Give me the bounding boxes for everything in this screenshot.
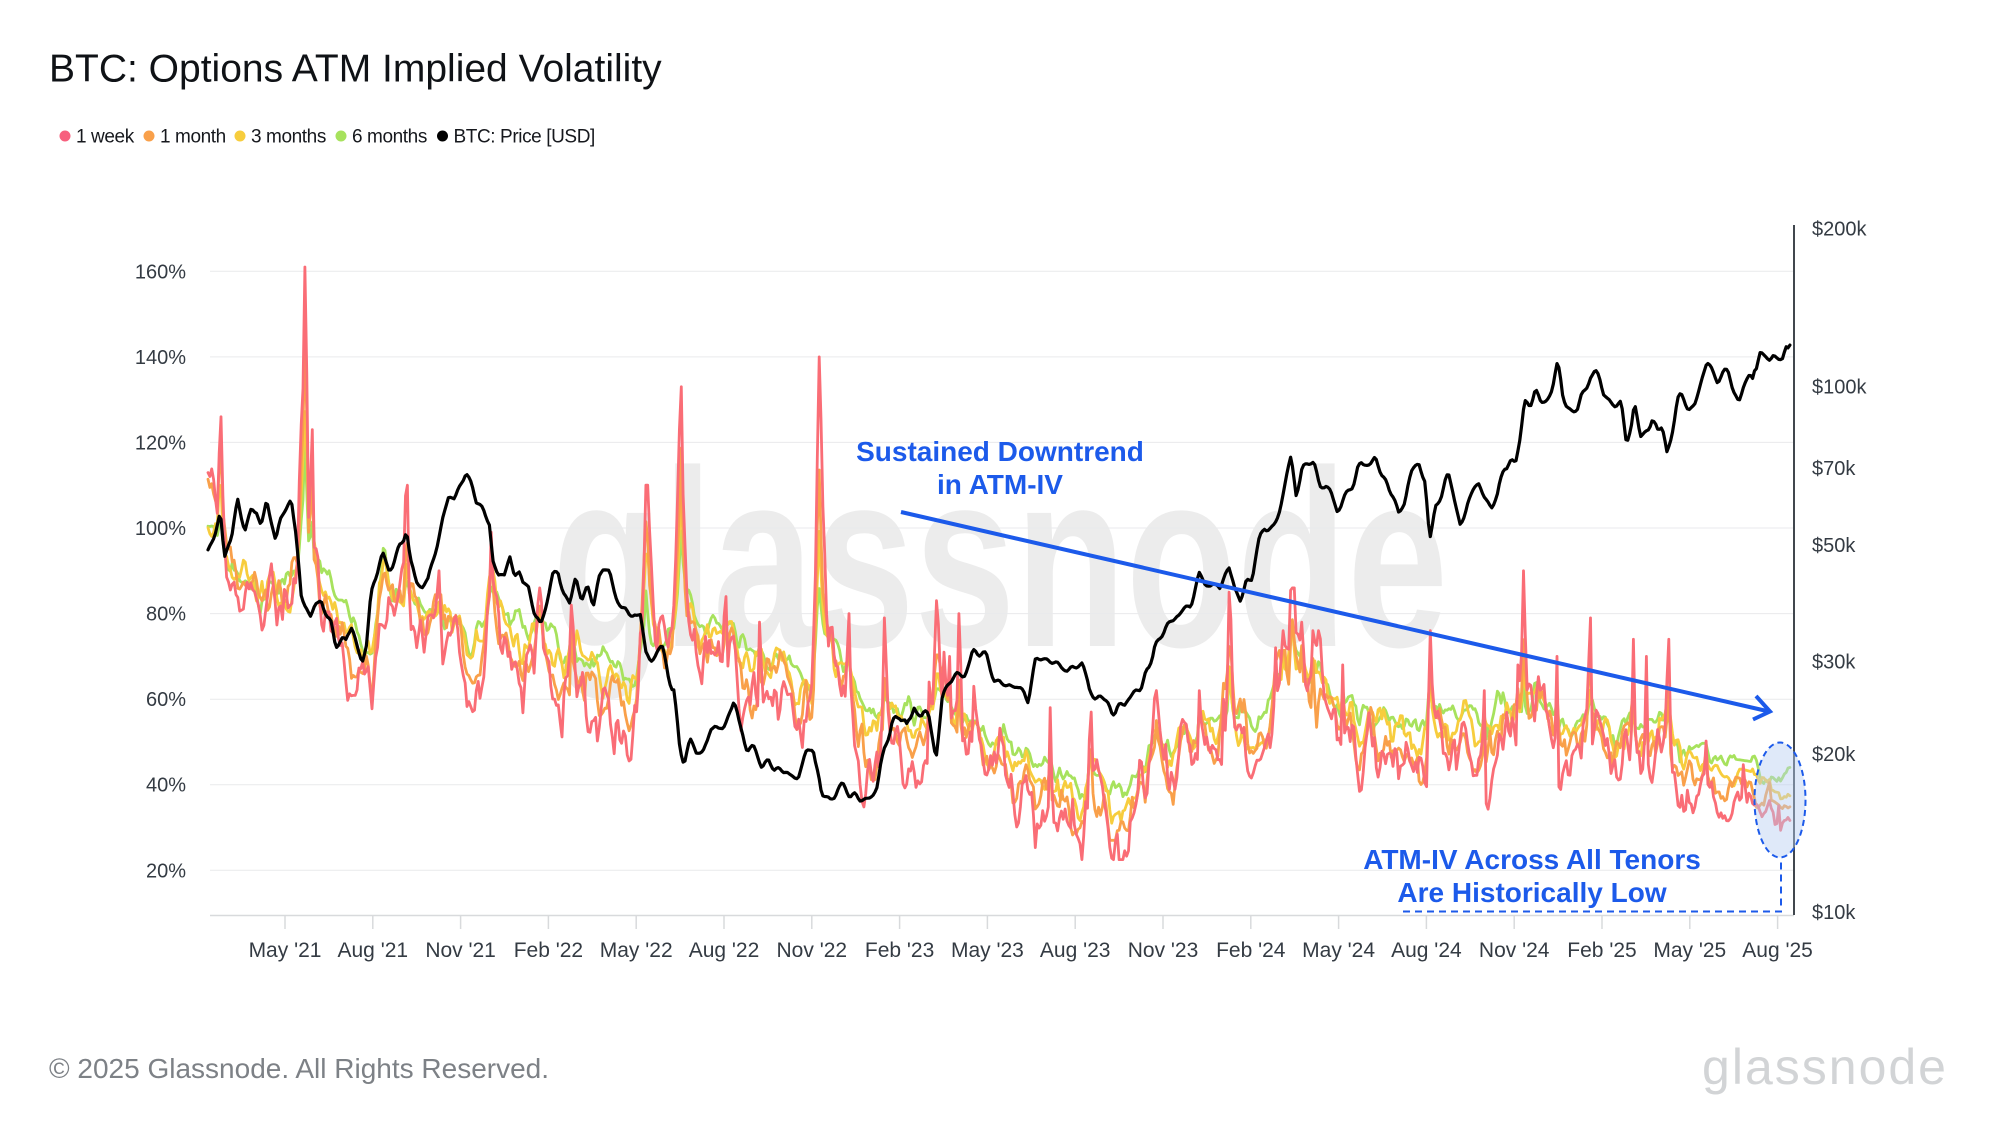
svg-text:1 week: 1 week <box>76 127 135 148</box>
svg-text:Nov '23: Nov '23 <box>1128 939 1199 962</box>
svg-text:May '23: May '23 <box>951 939 1024 962</box>
svg-text:$10k: $10k <box>1812 902 1856 924</box>
svg-text:120%: 120% <box>135 432 186 454</box>
svg-text:Aug '21: Aug '21 <box>338 939 409 962</box>
svg-text:Nov '22: Nov '22 <box>777 939 848 962</box>
svg-text:1 month: 1 month <box>160 127 226 148</box>
svg-text:glassnode: glassnode <box>1702 1039 1948 1095</box>
svg-text:BTC: Price [USD]: BTC: Price [USD] <box>454 127 595 148</box>
svg-text:May '25: May '25 <box>1653 939 1726 962</box>
svg-text:© 2025 Glassnode. All Rights R: © 2025 Glassnode. All Rights Reserved. <box>49 1053 549 1084</box>
svg-text:May '24: May '24 <box>1302 939 1375 962</box>
svg-text:BTC: Options ATM Implied Volat: BTC: Options ATM Implied Volatility <box>49 48 662 91</box>
svg-text:Aug '22: Aug '22 <box>689 939 760 962</box>
svg-text:$100k: $100k <box>1812 377 1867 399</box>
svg-text:40%: 40% <box>146 775 186 797</box>
svg-text:20%: 20% <box>146 860 186 882</box>
svg-text:Feb '25: Feb '25 <box>1567 939 1636 962</box>
svg-text:in ATM-IV: in ATM-IV <box>937 469 1063 500</box>
svg-text:Sustained Downtrend: Sustained Downtrend <box>856 436 1144 467</box>
svg-text:Aug '25: Aug '25 <box>1742 939 1813 962</box>
svg-text:Nov '24: Nov '24 <box>1479 939 1550 962</box>
svg-text:May '21: May '21 <box>249 939 322 962</box>
svg-text:Are Historically Low: Are Historically Low <box>1397 877 1666 908</box>
svg-text:$70k: $70k <box>1812 458 1856 480</box>
svg-text:60%: 60% <box>146 689 186 711</box>
svg-text:Nov '21: Nov '21 <box>425 939 496 962</box>
svg-text:140%: 140% <box>135 347 186 369</box>
svg-text:Feb '22: Feb '22 <box>514 939 583 962</box>
svg-text:May '22: May '22 <box>600 939 673 962</box>
svg-text:$30k: $30k <box>1812 651 1856 673</box>
svg-text:Aug '23: Aug '23 <box>1040 939 1111 962</box>
svg-text:Aug '24: Aug '24 <box>1391 939 1462 962</box>
svg-text:6 months: 6 months <box>352 127 427 148</box>
svg-text:$20k: $20k <box>1812 744 1856 766</box>
svg-text:160%: 160% <box>135 261 186 283</box>
svg-text:$200k: $200k <box>1812 219 1867 241</box>
svg-text:3 months: 3 months <box>251 127 326 148</box>
svg-text:80%: 80% <box>146 604 186 626</box>
svg-text:ATM-IV Across All Tenors: ATM-IV Across All Tenors <box>1363 844 1701 875</box>
svg-text:Feb '23: Feb '23 <box>865 939 934 962</box>
svg-text:100%: 100% <box>135 518 186 540</box>
svg-text:$50k: $50k <box>1812 535 1856 557</box>
svg-text:Feb '24: Feb '24 <box>1216 939 1286 962</box>
